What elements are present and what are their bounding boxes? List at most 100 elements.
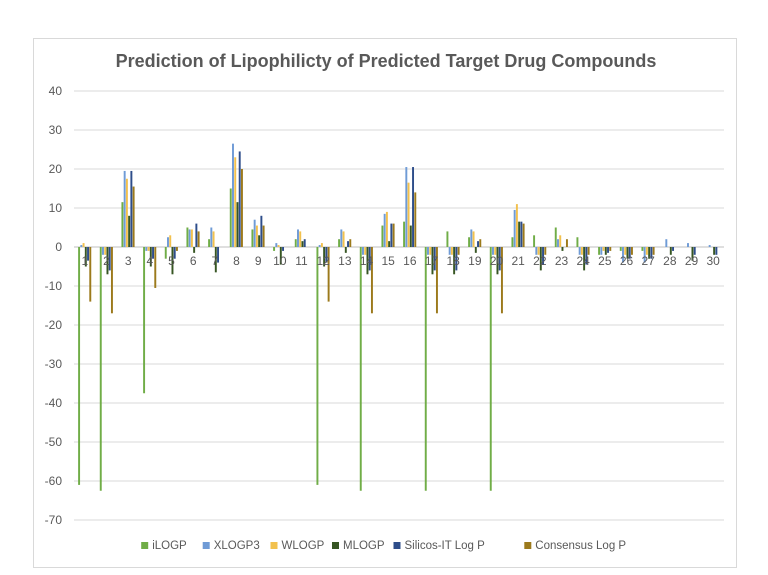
y-tick-label: -10 [45, 279, 63, 293]
bar-consensus-log-p-8 [240, 169, 243, 247]
x-tick-label: 28 [663, 254, 677, 268]
bar-wlogp-8 [234, 157, 237, 247]
bar-consensus-log-p-22 [544, 247, 547, 255]
legend-swatch [393, 542, 401, 549]
bar-xlogp3-21 [513, 209, 516, 247]
bar-wlogp-19 [472, 231, 475, 247]
bar-consensus-log-p-17 [435, 247, 438, 314]
bar-ilogp-25 [598, 247, 601, 255]
bar-wlogp-13 [342, 231, 345, 247]
legend-item-ilogp: iLOGP [141, 540, 187, 552]
bar-wlogp-5 [169, 235, 172, 247]
bar-silicos-it-log-p-17 [433, 247, 436, 271]
x-tick-label: 26 [620, 254, 634, 268]
x-tick-label: 10 [273, 254, 287, 268]
bar-mlogp-29 [691, 247, 694, 261]
y-tick-label: 40 [49, 84, 63, 98]
bar-silicos-it-log-p-10 [282, 247, 285, 251]
bar-consensus-log-p-3 [132, 186, 135, 247]
x-tick-label: 6 [190, 254, 197, 268]
bar-xlogp3-20 [492, 247, 494, 255]
bar-ilogp-17 [424, 247, 427, 491]
bar-silicos-it-log-p-21 [520, 221, 523, 247]
bar-silicos-it-log-p-14 [368, 247, 371, 271]
bar-mlogp-22 [539, 247, 542, 271]
bar-mlogp-3 [128, 215, 131, 247]
bar-wlogp-24 [580, 247, 583, 255]
bar-consensus-log-p-12 [327, 247, 330, 302]
bar-wlogp-4 [147, 247, 150, 251]
bar-mlogp-18 [453, 247, 456, 275]
x-tick-label: 11 [295, 254, 308, 268]
bar-wlogp-11 [299, 231, 302, 247]
bar-ilogp-21 [511, 237, 514, 247]
lipophilicity-chart: Prediction of Lipophilicty of Predicted … [45, 51, 724, 552]
bar-xlogp3-2 [102, 247, 104, 255]
bar-mlogp-28 [669, 247, 672, 255]
bar-consensus-log-p-27 [652, 247, 655, 255]
bar-xlogp3-14 [362, 247, 364, 255]
bar-xlogp3-4 [145, 247, 148, 251]
chart-title: Prediction of Lipophilicty of Predicted … [116, 51, 657, 71]
legend-label: MLOGP [343, 540, 385, 552]
y-tick-label: 30 [49, 123, 63, 137]
bar-wlogp-26 [624, 247, 627, 255]
bar-silicos-it-log-p-6 [195, 223, 198, 247]
bar-wlogp-18 [450, 247, 453, 255]
bar-ilogp-14 [359, 247, 362, 491]
legend-item-wlogp: WLOGP [270, 540, 325, 552]
x-tick-label: 4 [146, 254, 153, 268]
bar-silicos-it-log-p-22 [542, 247, 545, 265]
bar-xlogp3-17 [427, 247, 429, 255]
bar-ilogp-8 [229, 188, 232, 247]
bar-consensus-log-p-1 [89, 247, 92, 302]
bar-xlogp3-23 [557, 239, 559, 247]
bar-consensus-log-p-24 [587, 247, 590, 255]
bar-consensus-log-p-21 [522, 223, 525, 247]
x-tick-label: 27 [641, 254, 655, 268]
x-tick-label: 29 [685, 254, 699, 268]
bar-xlogp3-25 [600, 247, 603, 255]
x-tick-label: 2 [103, 254, 110, 268]
legend-label: WLOGP [282, 540, 325, 552]
bar-silicos-it-log-p-20 [498, 247, 501, 271]
bar-wlogp-25 [602, 247, 605, 251]
bar-silicos-it-log-p-18 [455, 247, 458, 271]
x-tick-label: 15 [381, 254, 395, 268]
bar-ilogp-27 [641, 247, 644, 251]
bar-xlogp3-8 [232, 143, 234, 247]
bar-wlogp-17 [429, 247, 432, 255]
x-tick-label: 24 [576, 254, 590, 268]
bar-xlogp3-7 [210, 227, 213, 247]
bar-xlogp3-30 [708, 245, 711, 247]
bar-mlogp-30 [713, 247, 716, 255]
bar-ilogp-10 [273, 247, 276, 251]
legend-label: Consensus Log P [535, 540, 626, 552]
bar-mlogp-15 [388, 241, 391, 247]
x-axis-ticks: 1 2 3 4 5 6 7 8 9 10 11 12 13 14 15 16 17 18 19 20 21 22 23 24 2… [81, 254, 720, 268]
bar-xlogp3-12 [318, 245, 321, 247]
bar-consensus-log-p-15 [392, 223, 395, 247]
bar-mlogp-10 [279, 247, 282, 265]
bar-consensus-log-p-6 [197, 231, 200, 247]
bar-mlogp-13 [344, 247, 347, 253]
bar-consensus-log-p-4 [154, 247, 157, 288]
bar-mlogp-9 [258, 235, 261, 247]
bar-silicos-it-log-p-30 [715, 247, 718, 255]
gridlines [74, 90, 724, 521]
bar-silicos-it-log-p-26 [628, 247, 631, 259]
bar-ilogp-20 [489, 247, 492, 491]
bar-wlogp-22 [537, 247, 540, 255]
x-tick-label: 7 [211, 254, 218, 268]
bar-wlogp-14 [364, 247, 367, 255]
bar-silicos-it-log-p-24 [585, 247, 588, 265]
bar-ilogp-19 [468, 237, 471, 247]
bar-wlogp-1 [82, 243, 85, 247]
y-tick-label: 10 [49, 201, 63, 215]
legend-swatch [202, 542, 210, 549]
bar-mlogp-26 [626, 247, 629, 259]
bar-consensus-log-p-26 [630, 247, 633, 255]
bar-xlogp3-5 [167, 237, 169, 247]
y-tick-label: -50 [45, 435, 63, 449]
legend: iLOGP XLOGP3 WLOGP MLOGP Silicos-IT Log P Con… [141, 540, 626, 552]
